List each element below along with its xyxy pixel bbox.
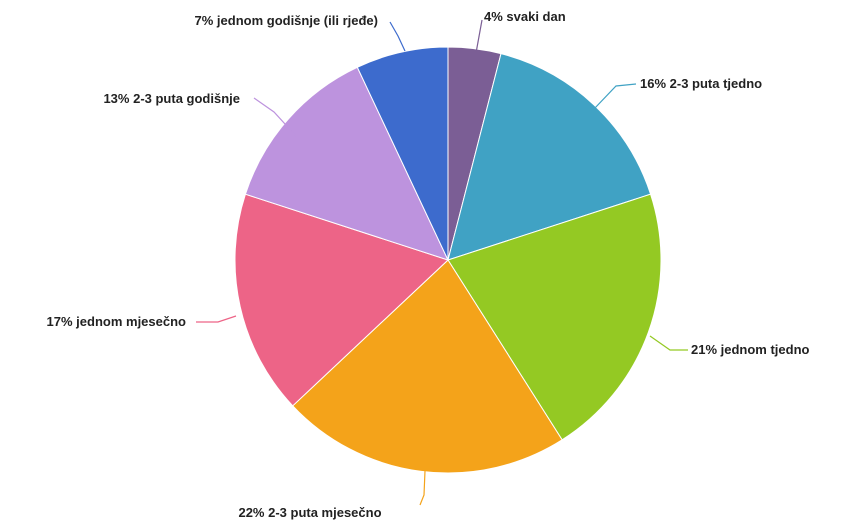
pie-slice (234, 193, 449, 407)
leader-line (253, 97, 297, 137)
slice-label: 4% svaki dan (484, 9, 566, 24)
pie-slice (292, 259, 563, 474)
pie-slice (356, 46, 449, 261)
slice-label: 21% jednom tjedno (691, 342, 810, 357)
slice-label: 13% 2-3 puta godišnje (103, 91, 240, 106)
leader-line (649, 335, 688, 351)
pie-slice (244, 66, 449, 261)
leader-line (475, 19, 483, 54)
leader-line (593, 83, 637, 110)
leader-line (419, 470, 426, 506)
leader-lines-group (196, 19, 688, 506)
slices-group (234, 46, 662, 474)
slice-label: 7% jednom godišnje (ili rjeđe) (195, 13, 378, 28)
leader-line (196, 315, 237, 323)
labels-group: 4% svaki dan 16% 2-3 puta tjedno 21% jedno… (47, 9, 810, 520)
pie-slice (447, 193, 662, 441)
pie-slice (447, 53, 652, 261)
leader-line (389, 21, 406, 52)
slice-label: 17% jednom mjesečno (47, 314, 186, 329)
slice-label: 16% 2-3 puta tjedno (640, 76, 762, 91)
slice-label: 22% 2-3 puta mjesečno (238, 505, 381, 520)
